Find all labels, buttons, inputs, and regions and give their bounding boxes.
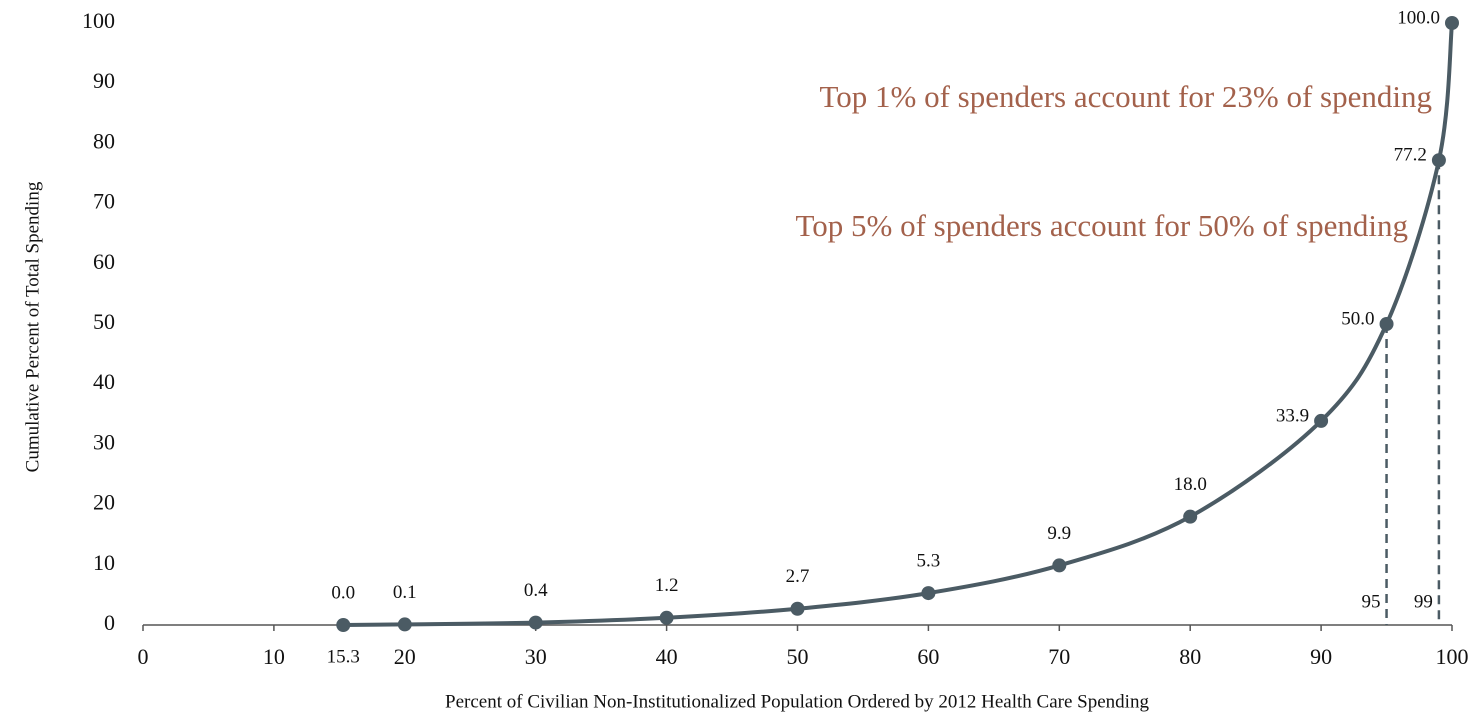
data-point [659, 610, 674, 625]
data-label: 0.4 [524, 580, 548, 601]
y-tick-label: 50 [93, 309, 115, 334]
y-tick-label: 70 [93, 189, 115, 214]
x-tick-label: 70 [1048, 644, 1070, 669]
y-tick-label: 100 [82, 8, 115, 33]
data-label: 0.1 [393, 582, 417, 603]
data-label: 2.7 [786, 566, 810, 587]
data-point [1183, 509, 1198, 524]
y-tick-label: 90 [93, 68, 115, 93]
data-label: 9.9 [1047, 523, 1071, 544]
data-point [1052, 558, 1067, 573]
data-point [336, 618, 351, 632]
data-point [1379, 317, 1394, 331]
x-tick-label: 10 [263, 644, 285, 669]
y-tick-label: 40 [93, 369, 115, 394]
data-point [397, 617, 412, 632]
x-value-label: 99 [1414, 591, 1433, 612]
data-point [790, 601, 805, 616]
y-tick-label: 60 [93, 249, 115, 274]
y-tick-label: 20 [93, 490, 115, 515]
annotation: Top 5% of spenders account for 50% of sp… [795, 208, 1408, 243]
y-axis-title: Cumulative Percent of Total Spending [22, 181, 43, 472]
data-point [528, 615, 543, 630]
y-tick-label: 30 [93, 429, 115, 454]
data-label: 1.2 [655, 575, 679, 596]
data-point [1314, 413, 1329, 428]
x-tick-label: 40 [656, 644, 678, 669]
x-value-label: 95 [1362, 591, 1381, 612]
x-tick-label: 20 [394, 644, 416, 669]
x-tick-label: 30 [525, 644, 547, 669]
x-tick-label: 0 [138, 644, 149, 669]
data-point [921, 586, 936, 601]
y-tick-label: 0 [104, 610, 115, 635]
x-tick-label: 60 [917, 644, 939, 669]
x-tick-label: 50 [787, 644, 809, 669]
data-point [1431, 153, 1446, 168]
data-point [1445, 16, 1459, 30]
x-tick-label: 100 [1436, 644, 1469, 669]
data-label: 5.3 [917, 550, 941, 571]
data-label: 18.0 [1174, 474, 1207, 495]
x-axis-title: Percent of Civilian Non-Institutionalize… [445, 691, 1149, 712]
data-label: 0.0 [331, 582, 355, 603]
x-tick-label: 80 [1179, 644, 1201, 669]
data-label: 100.0 [1397, 7, 1440, 28]
y-tick-label: 10 [93, 550, 115, 575]
x-tick-label: 90 [1310, 644, 1332, 669]
data-label: 77.2 [1394, 145, 1427, 166]
annotation: Top 1% of spenders account for 23% of sp… [819, 79, 1432, 114]
data-label: 50.0 [1341, 308, 1374, 329]
y-tick-label: 80 [93, 128, 115, 153]
data-label: 33.9 [1276, 405, 1309, 426]
x-value-label: 15.3 [327, 646, 360, 667]
